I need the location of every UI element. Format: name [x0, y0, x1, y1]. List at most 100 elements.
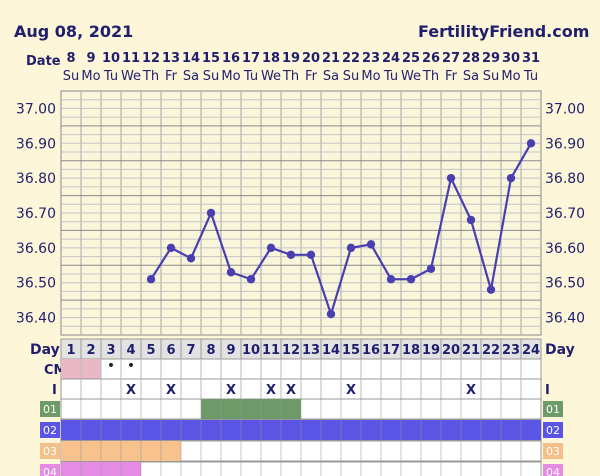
cycle-day-number: 9	[226, 343, 235, 358]
weekday-label: Mo	[221, 69, 240, 84]
bar-cell[interactable]	[221, 399, 241, 419]
bar-cell[interactable]	[521, 420, 541, 440]
date-label: 16	[222, 51, 240, 66]
date-header-row: 8 9 10 11 12 13 14 15 16 17 18 19 20 21 22 23 24 25 26 27 28…	[63, 51, 540, 84]
temperature-point[interactable]	[366, 240, 376, 249]
bar-cell[interactable]	[361, 420, 381, 440]
bar-cell[interactable]	[101, 441, 121, 461]
bar-cell[interactable]	[61, 462, 81, 476]
cycle-day-number: 11	[262, 343, 280, 358]
temperature-point[interactable]	[226, 268, 236, 277]
temperature-point[interactable]	[526, 139, 536, 148]
cycle-day-number: 5	[146, 343, 155, 358]
cm-cell-pink[interactable]	[61, 359, 81, 379]
bar-cell[interactable]	[461, 420, 481, 440]
weekday-label: Th	[282, 69, 299, 84]
intercourse-marker[interactable]: X	[266, 383, 276, 398]
temperature-point[interactable]	[266, 243, 276, 253]
intercourse-marker[interactable]: X	[226, 383, 236, 398]
temperature-point[interactable]	[286, 250, 296, 260]
intercourse-marker[interactable]: X	[286, 383, 296, 398]
temperature-point[interactable]	[326, 309, 336, 319]
bar-cell[interactable]	[261, 399, 281, 419]
bar-cell[interactable]	[261, 420, 281, 440]
temperature-point[interactable]	[206, 208, 216, 218]
temperature-point[interactable]	[146, 275, 156, 284]
temperature-point[interactable]	[246, 275, 256, 284]
weekday-label: Sa	[323, 69, 339, 84]
bar-cell[interactable]	[81, 462, 101, 476]
bar-cell[interactable]	[441, 420, 461, 440]
temperature-point[interactable]	[466, 215, 476, 225]
temperature-point[interactable]	[386, 275, 396, 284]
y-tick-right: 36.70	[545, 206, 585, 222]
date-label: 20	[302, 51, 320, 66]
bar-cell[interactable]	[321, 420, 341, 440]
bar-cell[interactable]	[101, 462, 121, 476]
bar-cell[interactable]	[401, 420, 421, 440]
temperature-series-line	[150, 142, 532, 318]
weekday-label: Su	[343, 69, 360, 84]
bar-cell[interactable]	[141, 441, 161, 461]
date-label: 18	[262, 51, 280, 66]
date-label: 25	[402, 51, 420, 66]
bar-cell[interactable]	[181, 420, 201, 440]
weekday-label: Sa	[463, 69, 479, 84]
bar-cell[interactable]	[381, 420, 401, 440]
intercourse-marker[interactable]: X	[466, 383, 476, 398]
site-name[interactable]: FertilityFriend.com	[418, 22, 590, 41]
bar-cell[interactable]	[241, 420, 261, 440]
bar-cell[interactable]	[281, 420, 301, 440]
cm-marker[interactable]: •	[107, 358, 115, 374]
temperature-point[interactable]	[166, 243, 176, 253]
bar-label-left: 01	[43, 403, 57, 416]
temperature-point[interactable]	[406, 275, 416, 284]
bar-cell[interactable]	[421, 420, 441, 440]
bar-cell[interactable]	[241, 399, 261, 419]
bar-cell[interactable]	[161, 420, 181, 440]
weekday-label: Mo	[81, 69, 100, 84]
date-label: 11	[122, 51, 140, 66]
bar-cell[interactable]	[221, 420, 241, 440]
temperature-point[interactable]	[306, 250, 316, 260]
bar-cell[interactable]	[481, 420, 501, 440]
bar-cell[interactable]	[121, 462, 141, 476]
bar-cell[interactable]	[101, 420, 121, 440]
temperature-point[interactable]	[486, 285, 496, 294]
temperature-point[interactable]	[346, 243, 356, 253]
bar-cell[interactable]	[341, 420, 361, 440]
temperature-point[interactable]	[186, 254, 196, 263]
weekday-label: Su	[203, 69, 220, 84]
bar-cell[interactable]	[201, 420, 221, 440]
weekday-label: Sa	[183, 69, 199, 84]
date-label: 10	[102, 51, 120, 66]
bar-cell[interactable]	[501, 420, 521, 440]
intercourse-marker[interactable]: X	[346, 383, 356, 398]
temperature-point[interactable]	[426, 264, 436, 273]
weekday-label: Tu	[383, 69, 398, 84]
y-tick-right: 36.50	[545, 276, 585, 292]
bar-cell[interactable]	[81, 441, 101, 461]
bar-cell[interactable]	[61, 441, 81, 461]
bar-cell[interactable]	[121, 420, 141, 440]
bar-label-left: 03	[43, 445, 57, 458]
temperature-point[interactable]	[446, 173, 456, 183]
bar-cell[interactable]	[61, 420, 81, 440]
cm-cell-pink[interactable]	[81, 359, 101, 379]
weekday-label: Tu	[103, 69, 118, 84]
bar-cell[interactable]	[281, 399, 301, 419]
bar-cell[interactable]	[141, 420, 161, 440]
cm-marker[interactable]: •	[127, 358, 135, 374]
intercourse-marker[interactable]: X	[126, 383, 136, 398]
temperature-point[interactable]	[506, 173, 516, 183]
bar-cell[interactable]	[201, 399, 221, 419]
bar-cell[interactable]	[161, 441, 181, 461]
cycle-day-number: 23	[502, 343, 520, 358]
cycle-day-number: 18	[402, 343, 420, 358]
intercourse-marker[interactable]: X	[166, 383, 176, 398]
bar-cell[interactable]	[121, 441, 141, 461]
bar-cell[interactable]	[301, 420, 321, 440]
bar-cell[interactable]	[81, 420, 101, 440]
weekday-label: Th	[142, 69, 159, 84]
